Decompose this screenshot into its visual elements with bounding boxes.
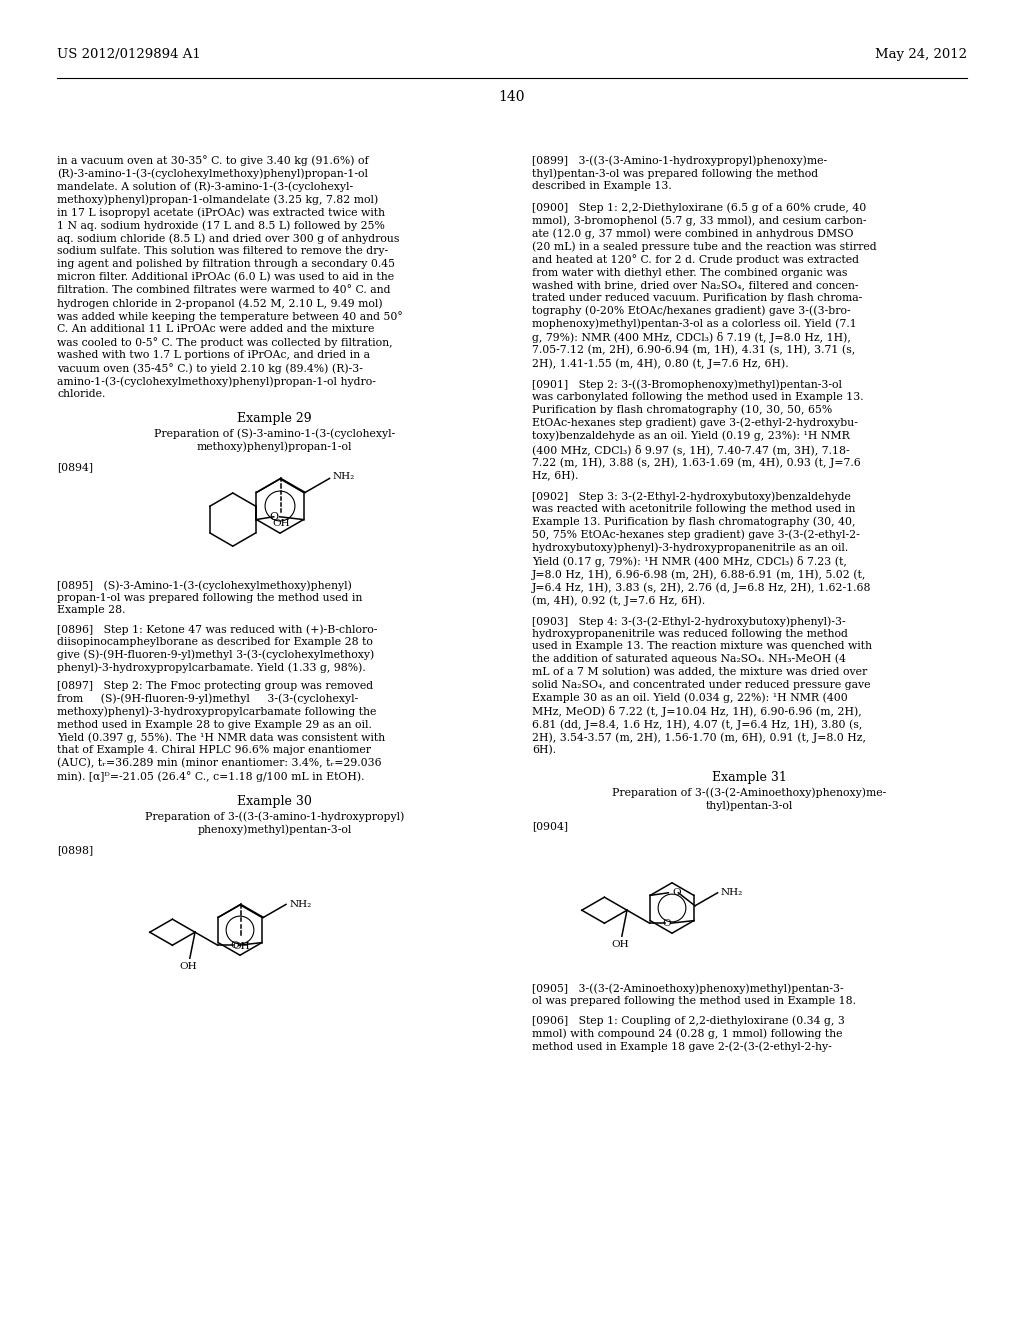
Text: 140: 140 bbox=[499, 90, 525, 104]
Text: thyl)pentan-3-ol: thyl)pentan-3-ol bbox=[706, 800, 794, 810]
Text: NH₂: NH₂ bbox=[721, 888, 742, 898]
Text: [0900]   Step 1: 2,2-Diethyloxirane (6.5 g of a 60% crude, 40
mmol), 3-bromophen: [0900] Step 1: 2,2-Diethyloxirane (6.5 g… bbox=[532, 202, 877, 368]
Text: Preparation of (S)-3-amino-1-(3-(cyclohexyl-: Preparation of (S)-3-amino-1-(3-(cyclohe… bbox=[154, 428, 395, 438]
Text: OH: OH bbox=[232, 942, 250, 952]
Text: [0894]: [0894] bbox=[57, 462, 93, 473]
Text: vacuum oven (35-45° C.) to yield 2.10 kg (89.4%) (R)-3-: vacuum oven (35-45° C.) to yield 2.10 kg… bbox=[57, 363, 362, 374]
Text: [0901]   Step 2: 3-((3-Bromophenoxy)methyl)pentan-3-ol
was carbonylated followin: [0901] Step 2: 3-((3-Bromophenoxy)methyl… bbox=[532, 379, 863, 480]
Text: filtration. The combined filtrates were warmed to 40° C. and: filtration. The combined filtrates were … bbox=[57, 285, 390, 294]
Text: NH₂: NH₂ bbox=[289, 900, 311, 909]
Text: sodium sulfate. This solution was filtered to remove the dry-: sodium sulfate. This solution was filter… bbox=[57, 246, 388, 256]
Text: micron filter. Additional iPrOAc (6.0 L) was used to aid in the: micron filter. Additional iPrOAc (6.0 L)… bbox=[57, 272, 394, 282]
Text: washed with two 1.7 L portions of iPrOAc, and dried in a: washed with two 1.7 L portions of iPrOAc… bbox=[57, 350, 370, 360]
Text: in 17 L isopropyl acetate (iPrOAc) was extracted twice with: in 17 L isopropyl acetate (iPrOAc) was e… bbox=[57, 207, 385, 218]
Text: US 2012/0129894 A1: US 2012/0129894 A1 bbox=[57, 48, 201, 61]
Text: mandelate. A solution of (R)-3-amino-1-(3-(cyclohexyl-: mandelate. A solution of (R)-3-amino-1-(… bbox=[57, 181, 353, 191]
Text: [0903]   Step 4: 3-(3-(2-Ethyl-2-hydroxybutoxy)phenyl)-3-
hydroxypropanenitrile : [0903] Step 4: 3-(3-(2-Ethyl-2-hydroxybu… bbox=[532, 616, 872, 755]
Text: [0899]   3-((3-(3-Amino-1-hydroxypropyl)phenoxy)me-
thyl)pentan-3-ol was prepare: [0899] 3-((3-(3-Amino-1-hydroxypropyl)ph… bbox=[532, 154, 827, 191]
Text: amino-1-(3-(cyclohexylmethoxy)phenyl)propan-1-ol hydro-: amino-1-(3-(cyclohexylmethoxy)phenyl)pro… bbox=[57, 376, 376, 387]
Text: chloride.: chloride. bbox=[57, 389, 105, 399]
Text: [0906]   Step 1: Coupling of 2,2-diethyloxirane (0.34 g, 3
mmol) with compound 2: [0906] Step 1: Coupling of 2,2-diethylox… bbox=[532, 1015, 845, 1052]
Text: OH: OH bbox=[272, 519, 290, 528]
Text: [0895]   (S)-3-Amino-1-(3-(cyclohexylmethoxy)phenyl)
propan-1-ol was prepared fo: [0895] (S)-3-Amino-1-(3-(cyclohexylmetho… bbox=[57, 579, 362, 615]
Text: O: O bbox=[673, 888, 681, 898]
Text: Example 29: Example 29 bbox=[238, 412, 312, 425]
Text: O: O bbox=[230, 941, 239, 949]
Text: Example 30: Example 30 bbox=[238, 795, 312, 808]
Text: [0902]   Step 3: 3-(2-Ethyl-2-hydroxybutoxy)benzaldehyde
was reacted with aceton: [0902] Step 3: 3-(2-Ethyl-2-hydroxybutox… bbox=[532, 491, 871, 606]
Text: Example 31: Example 31 bbox=[712, 771, 786, 784]
Text: in a vacuum oven at 30-35° C. to give 3.40 kg (91.6%) of: in a vacuum oven at 30-35° C. to give 3.… bbox=[57, 154, 369, 166]
Text: May 24, 2012: May 24, 2012 bbox=[874, 48, 967, 61]
Text: OH: OH bbox=[611, 940, 629, 949]
Text: OH: OH bbox=[179, 962, 197, 972]
Text: was cooled to 0-5° C. The product was collected by filtration,: was cooled to 0-5° C. The product was co… bbox=[57, 337, 392, 348]
Text: 1 N aq. sodium hydroxide (17 L and 8.5 L) followed by 25%: 1 N aq. sodium hydroxide (17 L and 8.5 L… bbox=[57, 220, 385, 231]
Text: Preparation of 3-((3-(3-amino-1-hydroxypropyl): Preparation of 3-((3-(3-amino-1-hydroxyp… bbox=[144, 810, 404, 821]
Text: aq. sodium chloride (8.5 L) and dried over 300 g of anhydrous: aq. sodium chloride (8.5 L) and dried ov… bbox=[57, 234, 399, 244]
Text: [0905]   3-((3-(2-Aminoethoxy)phenoxy)methyl)pentan-3-
ol was prepared following: [0905] 3-((3-(2-Aminoethoxy)phenoxy)meth… bbox=[532, 983, 856, 1006]
Text: Preparation of 3-((3-(2-Aminoethoxy)phenoxy)me-: Preparation of 3-((3-(2-Aminoethoxy)phen… bbox=[612, 787, 887, 797]
Text: (R)-3-amino-1-(3-(cyclohexylmethoxy)phenyl)propan-1-ol: (R)-3-amino-1-(3-(cyclohexylmethoxy)phen… bbox=[57, 168, 368, 178]
Text: was added while keeping the temperature between 40 and 50°: was added while keeping the temperature … bbox=[57, 312, 402, 322]
Text: C. An additional 11 L iPrOAc were added and the mixture: C. An additional 11 L iPrOAc were added … bbox=[57, 323, 375, 334]
Text: [0897]   Step 2: The Fmoc protecting group was removed
from     (S)-(9H-fluoren-: [0897] Step 2: The Fmoc protecting group… bbox=[57, 681, 385, 781]
Text: [0904]: [0904] bbox=[532, 821, 568, 832]
Text: phenoxy)methyl)pentan-3-ol: phenoxy)methyl)pentan-3-ol bbox=[198, 824, 351, 834]
Text: NH₂: NH₂ bbox=[333, 473, 354, 480]
Text: methoxy)phenyl)propan-1-ol: methoxy)phenyl)propan-1-ol bbox=[197, 441, 352, 451]
Text: [0896]   Step 1: Ketone 47 was reduced with (+)-B-chloro-
diisopinocampheylboran: [0896] Step 1: Ketone 47 was reduced wit… bbox=[57, 624, 378, 673]
Text: methoxy)phenyl)propan-1-olmandelate (3.25 kg, 7.82 mol): methoxy)phenyl)propan-1-olmandelate (3.2… bbox=[57, 194, 378, 205]
Text: [0898]: [0898] bbox=[57, 845, 93, 855]
Text: O: O bbox=[269, 512, 279, 521]
Text: O: O bbox=[663, 919, 671, 928]
Text: hydrogen chloride in 2-propanol (4.52 M, 2.10 L, 9.49 mol): hydrogen chloride in 2-propanol (4.52 M,… bbox=[57, 298, 383, 309]
Text: ing agent and polished by filtration through a secondary 0.45: ing agent and polished by filtration thr… bbox=[57, 259, 395, 269]
